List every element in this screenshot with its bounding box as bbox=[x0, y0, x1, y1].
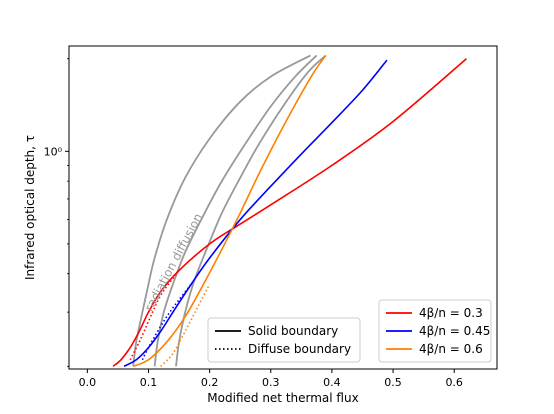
legend-label: Diffuse boundary bbox=[248, 342, 351, 356]
series-layer bbox=[112, 54, 467, 368]
x-tick-label: 0.4 bbox=[323, 376, 341, 389]
series-line-0 bbox=[112, 58, 467, 367]
x-tick-label: 0.1 bbox=[140, 376, 158, 389]
x-tick-label: 0.3 bbox=[262, 376, 280, 389]
legend-box-0 bbox=[207, 317, 361, 363]
y-tick-label: 10⁰ bbox=[44, 145, 63, 158]
legend-label: 4β/n = 0.3 bbox=[419, 306, 483, 320]
x-tick-label: 0.6 bbox=[445, 376, 463, 389]
x-axis-label: Modified net thermal flux bbox=[207, 391, 358, 405]
axis-layer: 0.0 0.1 0.2 0.3 0.4 0.5 0.6 10⁰ bbox=[44, 58, 463, 389]
series-line-4 bbox=[132, 54, 327, 368]
y-axis-label: Infrared optical depth, τ bbox=[23, 135, 37, 280]
series-line-6 bbox=[132, 54, 311, 367]
series-line-1 bbox=[129, 269, 180, 361]
series-line-3 bbox=[141, 283, 192, 361]
legend-label: Solid boundary bbox=[248, 324, 338, 338]
series-line-7 bbox=[153, 54, 318, 367]
legend-label: 4β/n = 0.6 bbox=[419, 342, 483, 356]
legend-box-1 bbox=[378, 299, 492, 363]
x-tick-label: 0.2 bbox=[201, 376, 219, 389]
legend-layer: Solid boundary Diffuse boundary 4β/n = 0.3… bbox=[207, 299, 492, 363]
x-tick-label: 0.5 bbox=[384, 376, 402, 389]
x-tick-label: 0.0 bbox=[79, 376, 97, 389]
plot-frame bbox=[68, 45, 498, 370]
legend-label: 4β/n = 0.45 bbox=[419, 324, 490, 338]
series-line-2 bbox=[123, 59, 388, 368]
